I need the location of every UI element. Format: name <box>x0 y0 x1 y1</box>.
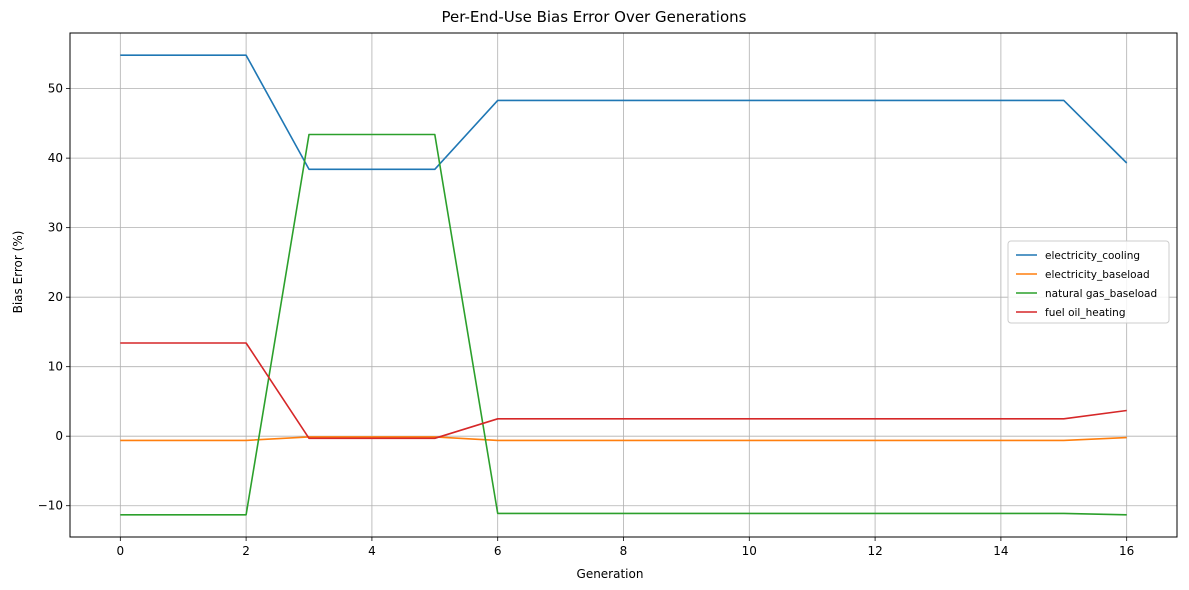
chart-title: Per-End-Use Bias Error Over Generations <box>442 8 747 26</box>
grid <box>70 33 1177 537</box>
y-tick-label: 40 <box>48 151 63 165</box>
x-tick-label: 6 <box>494 544 502 558</box>
legend-entry-0: electricity_cooling <box>1045 250 1140 262</box>
y-tick-label: 30 <box>48 221 63 235</box>
y-tick-label: 20 <box>48 290 63 304</box>
x-tick-label: 4 <box>368 544 376 558</box>
x-tick-label: 14 <box>993 544 1008 558</box>
x-tick-label: 10 <box>742 544 757 558</box>
legend-entry-1: electricity_baseload <box>1045 269 1150 281</box>
x-tick-label: 0 <box>116 544 124 558</box>
x-tick-label: 2 <box>242 544 250 558</box>
legend: electricity_cooling electricity_baseloadn… <box>1007 240 1170 324</box>
y-tick-label: −10 <box>38 499 63 513</box>
y-axis-label: Bias Error (%) <box>11 231 25 314</box>
series-line-2 <box>120 133 1127 516</box>
y-tick-label: 10 <box>48 360 63 374</box>
x-axis-ticks: 0 2 4 6 8 10 12 14 16 <box>116 537 1134 558</box>
y-tick-label: 50 <box>48 82 63 96</box>
x-axis-label: Generation <box>577 567 644 581</box>
x-tick-label: 12 <box>867 544 882 558</box>
series-group <box>120 54 1128 516</box>
series-line-0 <box>120 54 1128 171</box>
x-tick-label: 8 <box>620 544 628 558</box>
legend-box <box>1007 240 1170 324</box>
y-tick-label: 0 <box>55 429 63 443</box>
legend-entry-3: fuel oil_heating <box>1045 307 1125 319</box>
series-line-1 <box>120 436 1127 442</box>
legend-entry-2: natural gas_baseload <box>1045 288 1157 300</box>
x-tick-label: 16 <box>1119 544 1134 558</box>
y-axis-ticks: −10 0 10 20 30 40 50 <box>38 82 70 513</box>
series-line-3 <box>120 342 1127 440</box>
